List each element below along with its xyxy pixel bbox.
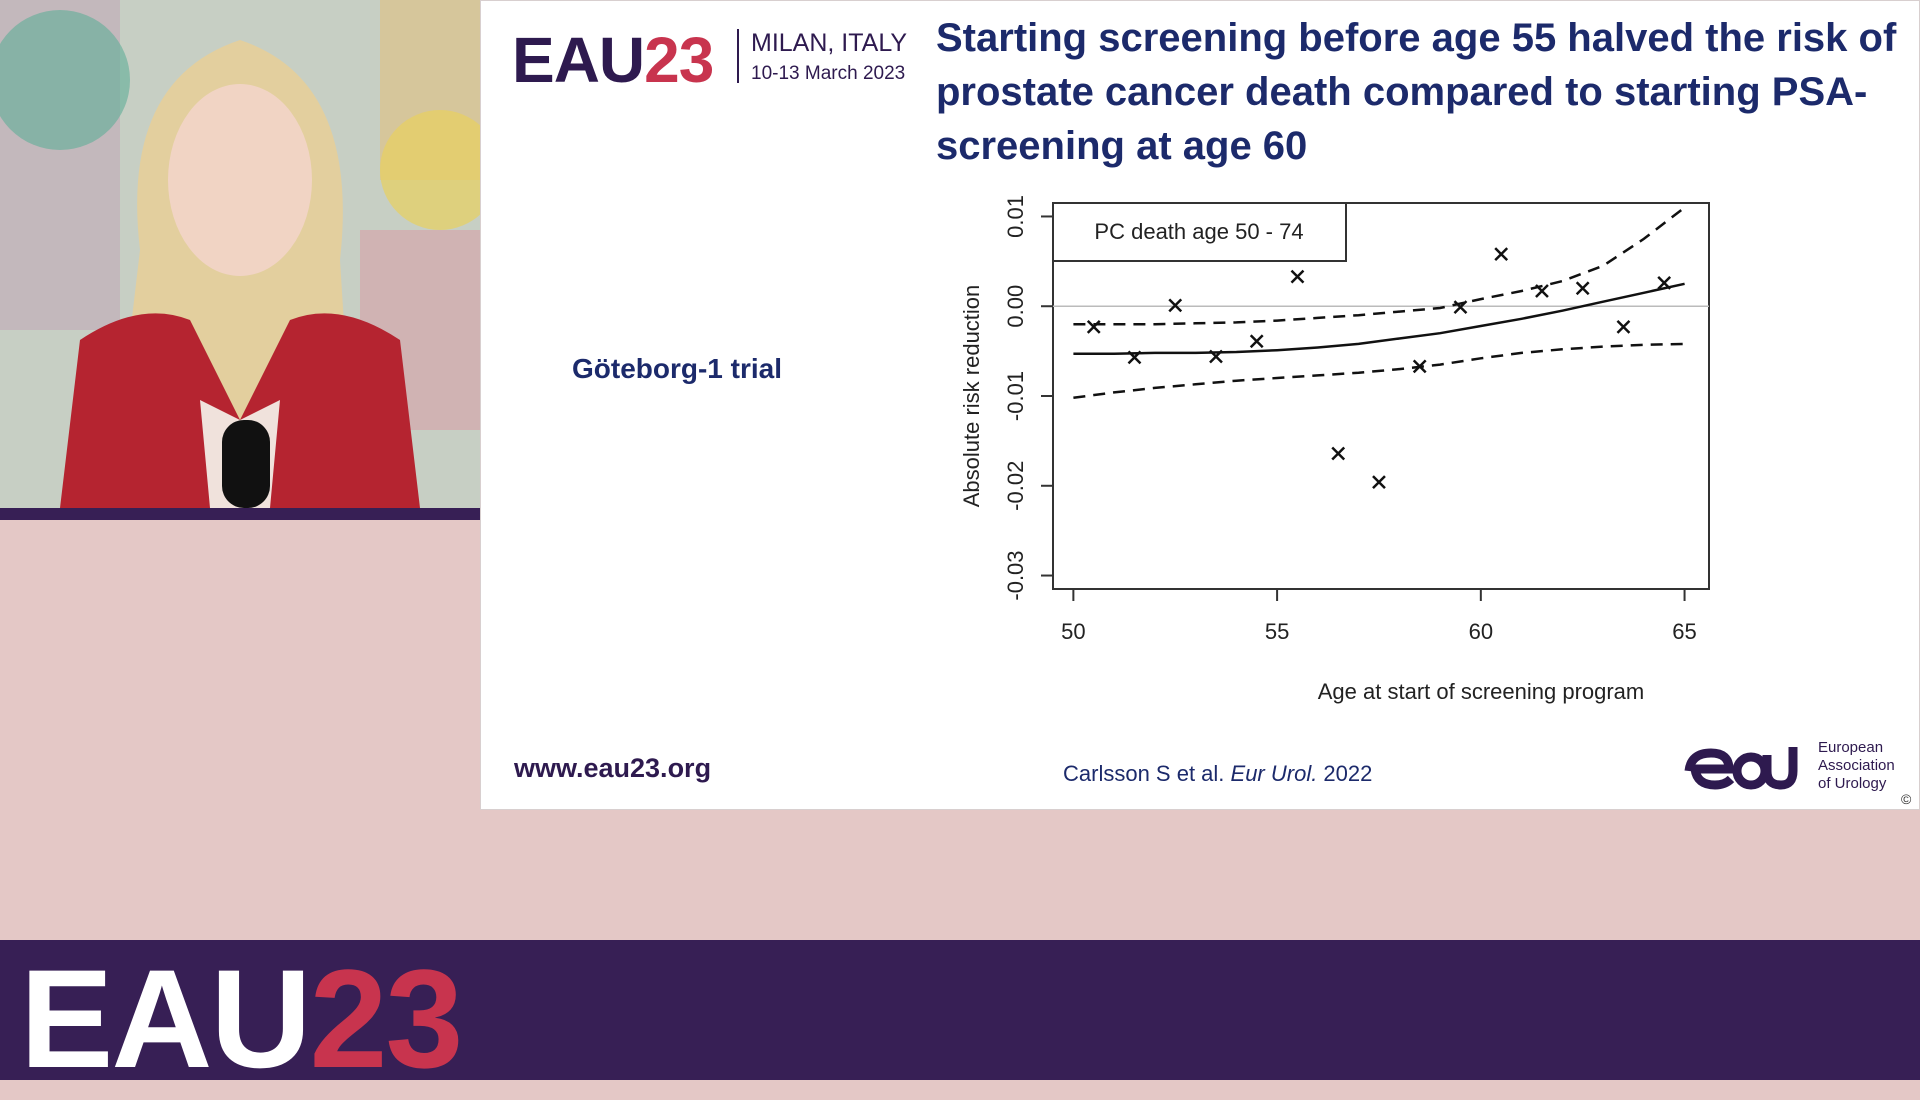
y-axis-label: Absolute risk reduction [959, 285, 984, 508]
data-point-marker [1575, 281, 1590, 296]
speaker-image [0, 0, 480, 508]
logo-divider [737, 29, 739, 83]
speaker-video [0, 0, 480, 508]
data-point-marker [1494, 247, 1509, 262]
website-link[interactable]: www.eau23.org [514, 753, 712, 783]
banner-logo: EAU23 [20, 940, 463, 1097]
x-tick-label: 55 [1265, 619, 1289, 644]
x-tick-label: 60 [1469, 619, 1493, 644]
copyright-mark: © [1901, 791, 1912, 807]
fitted-trend-line [1073, 282, 1685, 356]
slide-title: Starting screening before age 55 halved … [936, 16, 1897, 168]
data-point-marker [1127, 350, 1142, 365]
y-tick-label: 0.01 [1003, 195, 1028, 238]
data-point-marker [1616, 319, 1631, 334]
data-point-marker [1453, 300, 1468, 315]
data-point-marker [1209, 349, 1223, 364]
y-tick-label: 0.00 [1003, 285, 1028, 328]
data-point-marker [1086, 319, 1101, 334]
x-axis-label: Age at start of screening program [1318, 679, 1645, 704]
conference-location: MILAN, ITALY [751, 29, 908, 57]
data-point-marker [1372, 475, 1386, 490]
conference-dates: 10-13 March 2023 [751, 63, 906, 84]
citation-authors: Carlsson S et al. [1063, 761, 1231, 786]
bottom-banner: EAU23 [0, 940, 1920, 1097]
x-tick-label: 50 [1061, 619, 1085, 644]
data-point-marker [1412, 359, 1427, 374]
legend-box [1052, 202, 1347, 262]
video-bottom-bar [0, 508, 482, 520]
data-point-marker [1168, 298, 1183, 313]
data-point-marker [1249, 334, 1264, 349]
eau23-logo: EAU23 [512, 24, 714, 96]
eau-org-name: European Association of Urology [1818, 739, 1895, 792]
citation-year: 2022 [1317, 761, 1373, 786]
legend-box-label: PC death age 50 - 74 [1094, 219, 1303, 244]
data-point-marker [1535, 284, 1549, 298]
confidence-band-line [1073, 206, 1686, 326]
eau-org-logo [1684, 747, 1798, 790]
scatter-chart: 50 55 60 65 -0.03 -0.02 -0.01 0.00 0.01 PC death… [959, 195, 1710, 704]
presentation-slide: EAU23 MILAN, ITALY 10-13 March 2023 Star… [480, 0, 1920, 810]
x-tick-label: 65 [1672, 619, 1696, 644]
data-point-marker [1290, 269, 1305, 284]
data-point-marker [1331, 446, 1346, 461]
trial-label: Göteborg-1 trial [572, 353, 783, 384]
y-tick-label: -0.01 [1003, 371, 1028, 421]
y-tick-label: -0.02 [1003, 461, 1028, 511]
citation-journal: Eur Urol. [1230, 761, 1318, 786]
data-point-marker [1657, 276, 1672, 290]
confidence-band-line [1073, 342, 1685, 400]
y-tick-label: -0.03 [1003, 550, 1028, 600]
citation: Carlsson S et al. Eur Urol. 2022 [1063, 761, 1372, 787]
